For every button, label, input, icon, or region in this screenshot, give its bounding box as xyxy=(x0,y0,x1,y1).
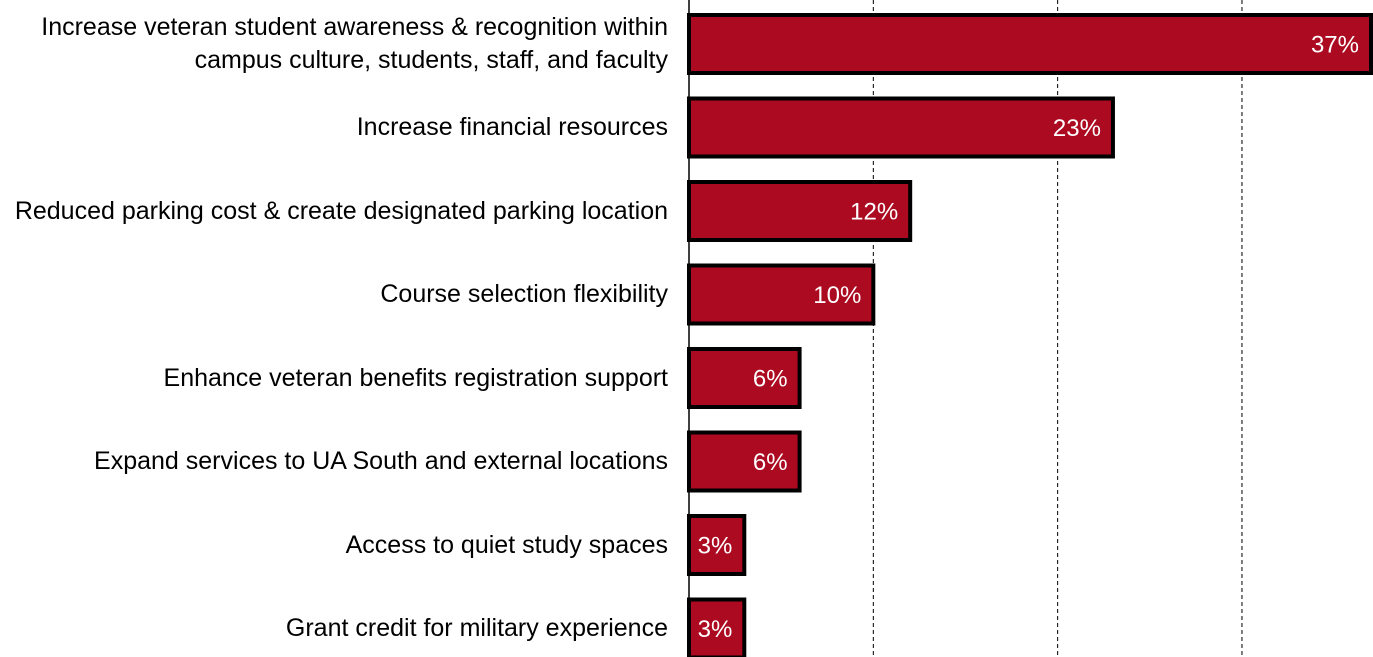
value-label: 3% xyxy=(698,532,733,559)
value-label: 6% xyxy=(753,449,788,476)
category-label: Access to quiet study spaces xyxy=(345,530,668,559)
bar xyxy=(687,597,747,657)
value-label: 12% xyxy=(850,198,898,225)
category-label: Enhance veteran benefits registration su… xyxy=(163,363,668,392)
value-label: 3% xyxy=(698,616,733,643)
bar xyxy=(687,13,1373,75)
value-label: 10% xyxy=(813,282,861,309)
category-label: Grant credit for military experience xyxy=(285,614,668,642)
bar xyxy=(687,514,747,576)
value-label: 37% xyxy=(1311,31,1359,58)
value-label: 23% xyxy=(1053,115,1101,142)
bar xyxy=(687,96,1115,159)
bar xyxy=(687,180,913,242)
category-label: Increase veteran student awareness & rec… xyxy=(41,13,668,74)
value-label: 6% xyxy=(753,365,788,392)
bar xyxy=(687,263,876,326)
bar xyxy=(687,347,802,409)
category-label: Expand services to UA South and external… xyxy=(94,447,668,475)
category-label: Reduced parking cost & create designated… xyxy=(14,196,668,225)
category-label: Increase financial resources xyxy=(356,113,668,141)
category-label: Course selection flexibility xyxy=(380,280,668,308)
bar xyxy=(687,430,802,493)
